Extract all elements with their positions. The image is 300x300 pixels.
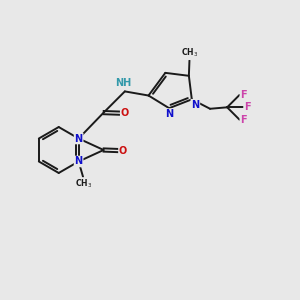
Text: CH$_3$: CH$_3$: [181, 47, 198, 59]
Text: O: O: [121, 108, 129, 118]
Text: NH: NH: [115, 78, 131, 88]
Text: N: N: [74, 134, 83, 143]
Text: CH$_3$: CH$_3$: [75, 178, 92, 190]
Text: O: O: [119, 146, 127, 156]
Text: N: N: [191, 100, 200, 110]
Text: F: F: [240, 90, 247, 100]
Text: N: N: [74, 157, 83, 166]
Text: N: N: [165, 109, 173, 119]
Text: F: F: [244, 102, 251, 112]
Text: F: F: [240, 115, 247, 125]
